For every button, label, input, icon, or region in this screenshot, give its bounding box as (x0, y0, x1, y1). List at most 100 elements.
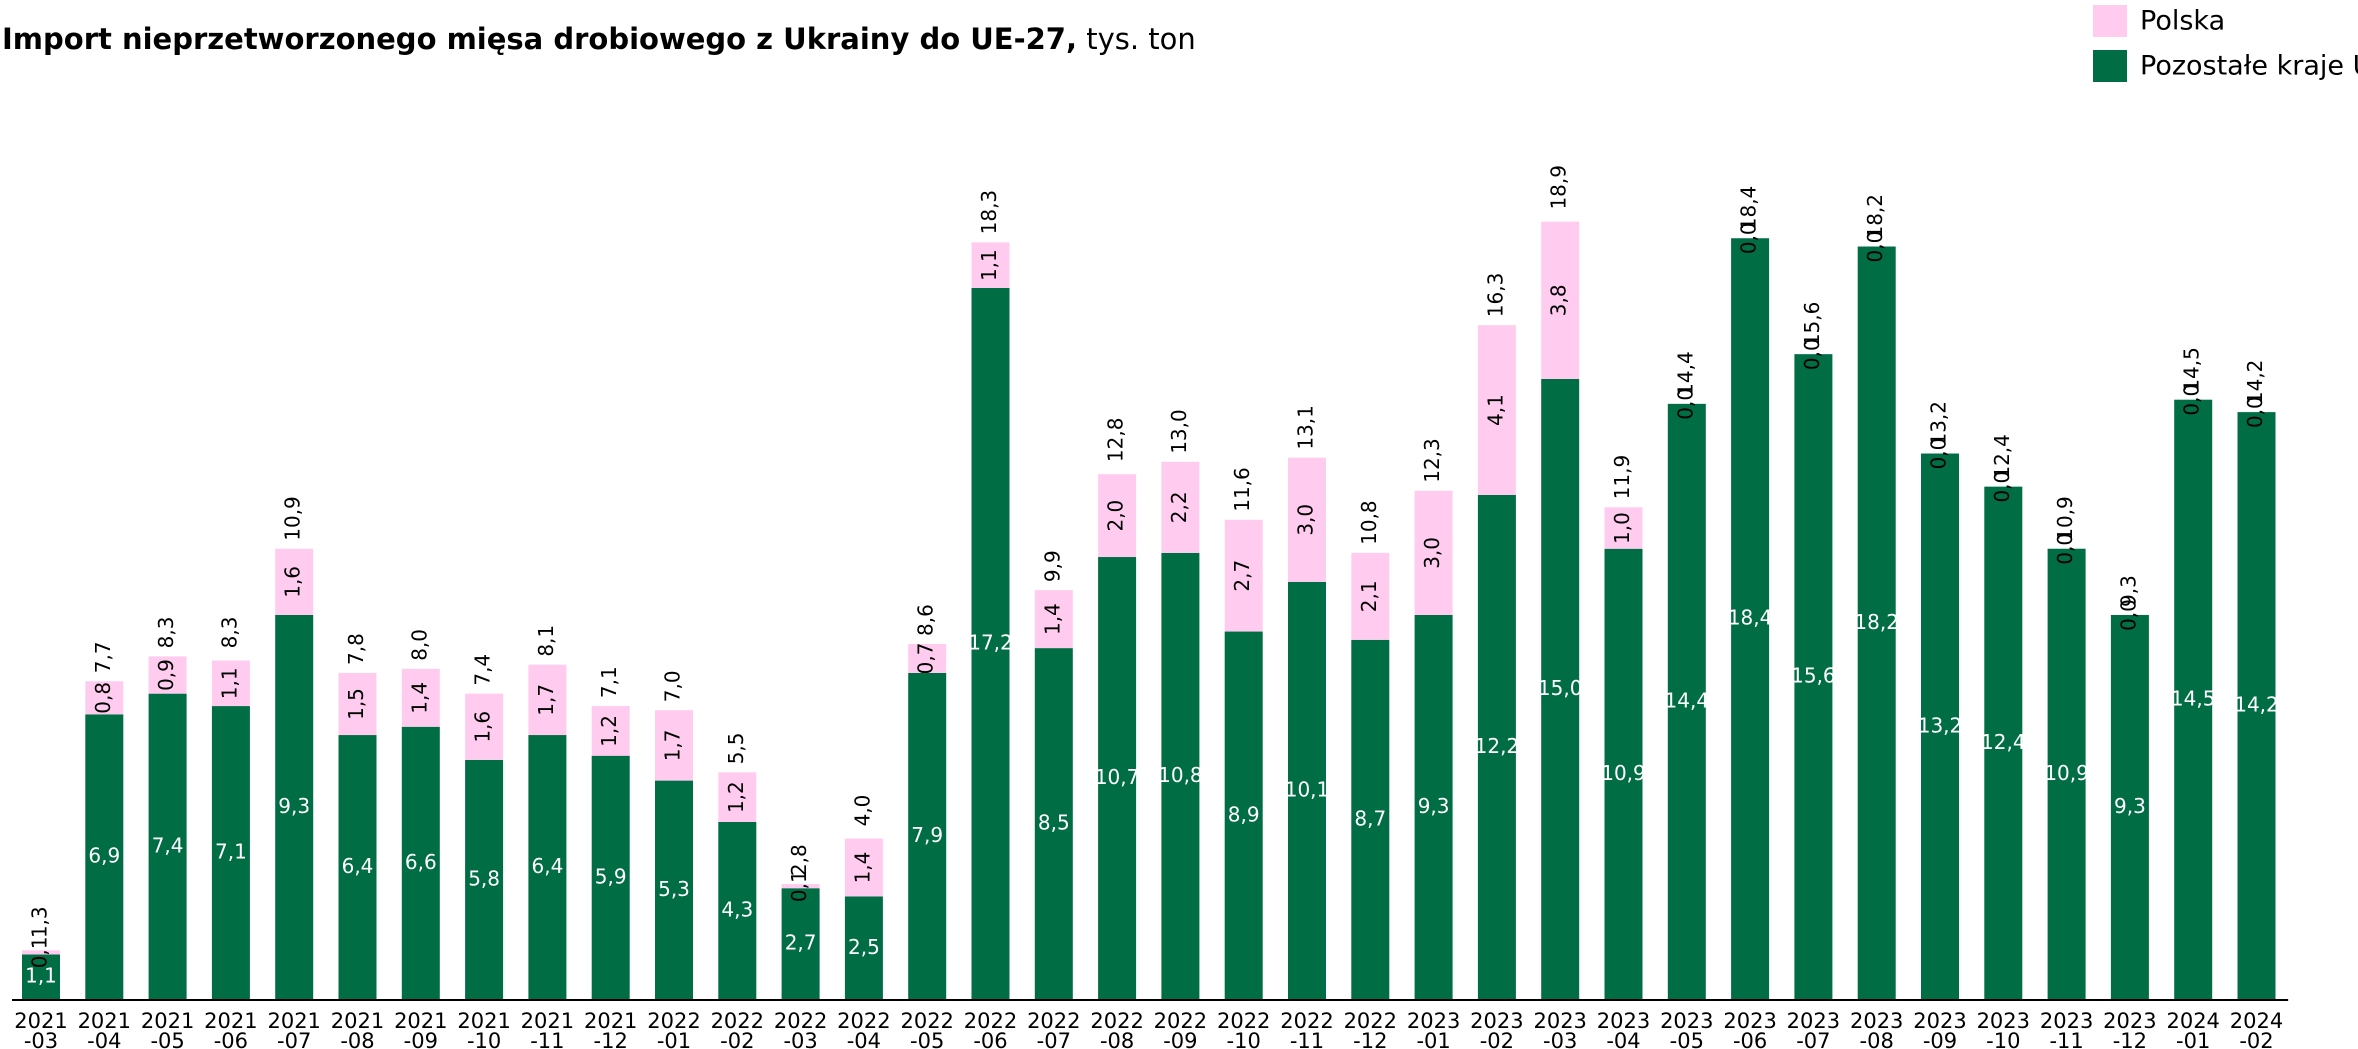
segment-label: 10,8 (1158, 763, 1203, 787)
x-tick-label: -09 (404, 1029, 438, 1049)
x-tick-label: -08 (1100, 1029, 1134, 1049)
segment-label: 4,1 (1483, 394, 1507, 426)
bar-segment (1604, 507, 1643, 549)
segment-label: 1,4 (407, 682, 431, 714)
segment-label: 7,1 (215, 840, 247, 864)
chart-title: Import nieprzetworzonego mięsa drobioweg… (2, 22, 1196, 56)
total-label: 5,5 (724, 732, 748, 764)
x-tick-label: 2021 (521, 1009, 574, 1033)
segment-label: 1,1 (217, 667, 241, 699)
x-tick-label: 2022 (774, 1009, 827, 1033)
total-label: 2,8 (787, 844, 811, 876)
segment-label: 13,2 (1918, 713, 1963, 737)
segment-label: 14,2 (2234, 693, 2279, 717)
segment-label: 0,0 (2243, 396, 2267, 428)
x-tick-label: -10 (467, 1029, 501, 1049)
total-label: 14,4 (1673, 351, 1697, 396)
bar-segment (2174, 399, 2213, 1000)
x-tick-label: 2022 (1027, 1009, 1080, 1033)
segment-label: 0,0 (1673, 388, 1697, 420)
x-tick-label: -03 (24, 1029, 58, 1049)
segment-label: 3,0 (1294, 504, 1318, 536)
x-tick-label: -01 (657, 1029, 691, 1049)
x-tick-label: -10 (1986, 1029, 2020, 1049)
x-tick-label: -08 (340, 1029, 374, 1049)
x-tick-label: 2023 (1723, 1009, 1776, 1033)
x-tick-label: 2021 (457, 1009, 510, 1033)
segment-label: 1,6 (471, 711, 495, 743)
segment-label: 6,4 (342, 854, 374, 878)
segment-label: 8,9 (1228, 802, 1260, 826)
total-label: 4,0 (850, 795, 874, 827)
segment-label: 0,0 (1927, 438, 1951, 470)
total-label: 15,6 (1800, 302, 1824, 347)
segment-label: 1,5 (344, 688, 368, 720)
total-label: 7,7 (91, 641, 115, 673)
total-label: 12,3 (1420, 438, 1444, 483)
bar-segment (1414, 614, 1453, 1000)
total-label: 10,9 (2053, 496, 2077, 541)
bar-segment (591, 755, 630, 1000)
x-tick-label: 2021 (267, 1009, 320, 1033)
x-tick-label: -06 (1733, 1029, 1767, 1049)
subtitle: tys. ton (1077, 22, 1196, 56)
total-label: 18,4 (1737, 186, 1761, 231)
total-label: 18,3 (977, 190, 1001, 235)
x-tick-label: 2022 (964, 1009, 1017, 1033)
segment-label: 10,7 (1095, 765, 1140, 789)
legend-label: Pozostałe kraje UE (2140, 51, 2358, 82)
segment-label: 14,5 (2171, 686, 2216, 710)
bar-segment (22, 950, 60, 955)
segment-label: 0,0 (2116, 599, 2140, 631)
segment-label: 1,7 (534, 684, 558, 716)
segment-label: 2,2 (1167, 491, 1191, 523)
x-tick-label: 2023 (1977, 1009, 2030, 1033)
x-tick-label: -06 (214, 1029, 248, 1049)
x-tick-label: 2021 (14, 1009, 67, 1033)
segment-label: 7,9 (911, 823, 943, 847)
segment-label: 9,3 (278, 794, 310, 818)
bar-segment (85, 714, 124, 1000)
x-tick-label: 2022 (1344, 1009, 1397, 1033)
bar-segment (1351, 552, 1390, 640)
segment-label: 18,4 (1728, 606, 1773, 630)
segment-label: 0,0 (1737, 222, 1761, 254)
segment-label: 9,3 (2114, 794, 2146, 818)
x-tick-label: -03 (783, 1029, 817, 1049)
segment-label: 0,1 (787, 870, 811, 902)
x-tick-label: 2022 (1217, 1009, 1270, 1033)
bar-segment (211, 706, 250, 1000)
bar-segment (718, 772, 757, 822)
x-tick-label: -10 (1227, 1029, 1261, 1049)
segment-label: 1,1 (977, 249, 1001, 281)
bar-segment (971, 242, 1010, 288)
bar-segment (85, 681, 124, 715)
segment-label: 10,9 (2044, 761, 2089, 785)
bar-segment (1731, 238, 1770, 1001)
x-tick-label: -11 (530, 1029, 564, 1049)
total-label: 14,2 (2243, 360, 2267, 405)
legend-swatch (2093, 50, 2127, 82)
total-label: 8,0 (407, 629, 431, 661)
segment-label: 14,4 (1665, 688, 1710, 712)
total-label: 8,3 (217, 617, 241, 649)
segment-label: 3,0 (1420, 537, 1444, 569)
segment-label: 0,0 (1990, 471, 2014, 503)
segment-label: 5,9 (595, 864, 627, 888)
x-tick-label: -12 (2113, 1029, 2147, 1049)
total-label: 16,3 (1483, 273, 1507, 318)
x-tick-label: -02 (720, 1029, 754, 1049)
total-label: 10,8 (1357, 500, 1381, 545)
segment-label: 2,5 (848, 935, 880, 959)
segment-label: 1,4 (850, 852, 874, 884)
segment-label: 9,3 (1418, 794, 1450, 818)
segment-label: 5,3 (658, 877, 690, 901)
bar-segment (465, 693, 504, 760)
total-label: 12,8 (1104, 418, 1128, 463)
x-tick-label: 2023 (1660, 1009, 1713, 1033)
x-tick-label: 2023 (1850, 1009, 1903, 1033)
x-tick-label: -09 (1163, 1029, 1197, 1049)
x-tick-label: -04 (87, 1029, 121, 1049)
x-tick-label: 2021 (584, 1009, 637, 1033)
